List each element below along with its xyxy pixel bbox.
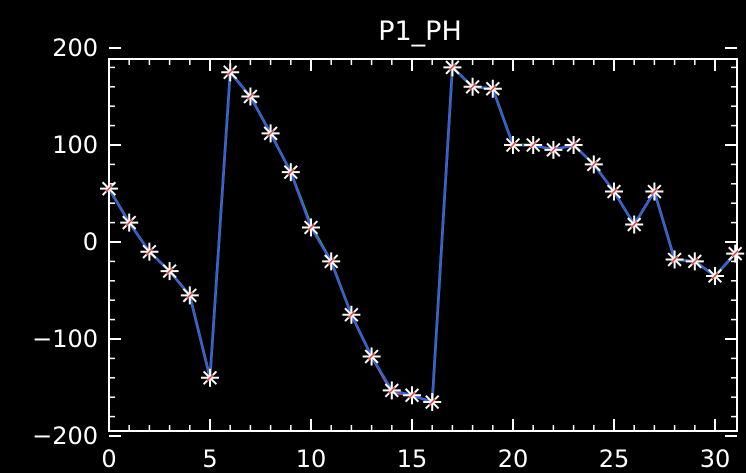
x-tick-label: 5 bbox=[202, 445, 217, 473]
marker-accent bbox=[529, 141, 537, 149]
data-point bbox=[261, 124, 280, 143]
marker-accent bbox=[125, 219, 133, 227]
data-point bbox=[645, 182, 664, 201]
series-lines bbox=[107, 64, 737, 404]
marker-accent bbox=[691, 257, 699, 265]
x-tick-label: 20 bbox=[498, 445, 529, 473]
plot-frame bbox=[108, 58, 738, 432]
marker-accent bbox=[327, 257, 335, 265]
marker-accent bbox=[388, 386, 396, 394]
data-point bbox=[504, 136, 522, 154]
data-point bbox=[726, 244, 745, 263]
marker-accent bbox=[246, 92, 254, 101]
y-tick-label: 0 bbox=[83, 228, 98, 256]
y-tick-label: −200 bbox=[32, 422, 98, 450]
x-tick-label: 10 bbox=[296, 445, 327, 473]
marker-accent bbox=[226, 68, 234, 76]
data-point bbox=[403, 386, 421, 405]
x-tick-label: 15 bbox=[397, 445, 428, 473]
marker-accent bbox=[570, 141, 578, 149]
marker-accent bbox=[731, 250, 739, 258]
data-point bbox=[665, 250, 684, 269]
axis-ticks bbox=[108, 47, 737, 437]
data-point bbox=[302, 218, 320, 237]
data-point bbox=[362, 347, 381, 366]
x-tick-label: 30 bbox=[700, 445, 731, 473]
data-point bbox=[463, 77, 482, 96]
data-point bbox=[564, 136, 583, 154]
data-point bbox=[140, 242, 159, 261]
data-point bbox=[605, 182, 623, 201]
data-point bbox=[241, 87, 260, 106]
marker-accent bbox=[630, 221, 638, 229]
marker-accent bbox=[489, 85, 497, 93]
data-point bbox=[100, 179, 118, 198]
marker-accent bbox=[428, 398, 436, 406]
data-point bbox=[120, 213, 139, 232]
y-tick-label: −100 bbox=[32, 325, 98, 353]
data-point bbox=[544, 140, 563, 159]
data-point bbox=[685, 252, 704, 271]
y-tick-label: 100 bbox=[52, 131, 98, 159]
data-point bbox=[201, 368, 219, 387]
data-point bbox=[281, 163, 300, 182]
marker-accent bbox=[671, 255, 679, 263]
marker-accent bbox=[166, 267, 174, 275]
data-point bbox=[221, 63, 240, 82]
marker-accent bbox=[206, 374, 214, 382]
marker-accent bbox=[307, 223, 315, 231]
data-markers bbox=[100, 58, 745, 412]
series-line-3 bbox=[108, 65, 736, 404]
data-point bbox=[443, 58, 462, 77]
x-tick-label: 0 bbox=[101, 445, 116, 473]
chart-title: P1_PH bbox=[378, 16, 462, 47]
data-point bbox=[342, 305, 361, 324]
data-point bbox=[706, 266, 724, 285]
marker-accent bbox=[650, 188, 658, 196]
marker-accent bbox=[105, 185, 113, 193]
data-point bbox=[483, 79, 502, 98]
data-point bbox=[584, 155, 603, 174]
x-tick-label: 25 bbox=[599, 445, 630, 473]
marker-accent bbox=[590, 160, 598, 168]
marker-accent bbox=[368, 352, 376, 360]
data-point bbox=[524, 136, 543, 154]
marker-accent bbox=[408, 391, 416, 399]
data-point bbox=[423, 393, 442, 412]
data-point bbox=[322, 252, 341, 271]
marker-accent bbox=[549, 146, 557, 154]
marker-accent bbox=[287, 168, 295, 176]
marker-accent bbox=[448, 63, 456, 71]
marker-accent bbox=[711, 272, 719, 280]
marker-accent bbox=[610, 188, 618, 196]
data-point bbox=[625, 215, 644, 234]
tick-labels: 0 5 10 15 20 25 30 −200 −100 0 100 200 bbox=[32, 34, 730, 473]
marker-accent bbox=[145, 248, 153, 256]
marker-accent bbox=[347, 311, 355, 319]
marker-accent bbox=[186, 291, 194, 299]
data-point bbox=[180, 286, 199, 305]
marker-accent bbox=[509, 141, 517, 149]
data-point bbox=[160, 262, 179, 281]
marker-accent bbox=[469, 83, 477, 91]
marker-accent bbox=[267, 129, 275, 137]
y-tick-label: 200 bbox=[52, 34, 98, 62]
data-point bbox=[382, 381, 401, 400]
